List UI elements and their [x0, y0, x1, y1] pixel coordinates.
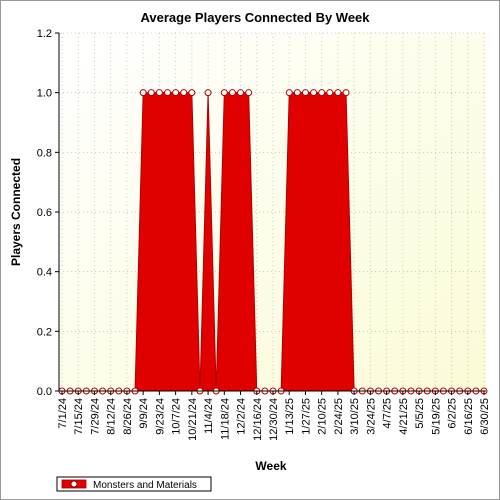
y-tick-label: 0.8 [37, 147, 52, 159]
x-tick-label: 6/2/25 [447, 398, 459, 429]
x-tick-label: 2/10/25 [317, 398, 329, 435]
legend-box [56, 476, 212, 492]
x-tick-label: 12/2/24 [236, 398, 248, 435]
y-axis-ticks: 0.0 0.2 0.4 0.6 0.8 1.0 1.2 [37, 28, 59, 398]
x-axis-title: Week [255, 459, 286, 473]
x-tick-label: 8/12/24 [106, 398, 118, 435]
x-tick-label: 4/7/25 [382, 398, 394, 429]
data-point [334, 89, 342, 97]
legend-marker [70, 480, 78, 488]
data-point [172, 89, 180, 97]
y-tick-label: 0.0 [37, 386, 52, 398]
data-point [180, 89, 188, 97]
data-point [139, 89, 147, 97]
data-point [228, 89, 236, 97]
data-point [164, 89, 171, 97]
x-tick-label: 1/27/25 [300, 398, 312, 435]
data-point [188, 89, 196, 97]
data-point [285, 89, 293, 97]
data-point [301, 89, 309, 97]
x-tick-label: 2/24/25 [333, 398, 345, 435]
x-tick-label: 7/15/24 [73, 398, 85, 435]
x-tick-label: 11/18/24 [219, 398, 231, 440]
x-tick-label: 9/9/24 [138, 398, 150, 429]
data-point [147, 89, 155, 97]
legend-label: Monsters and Materials [93, 480, 197, 491]
data-point [245, 89, 253, 97]
data-point [220, 89, 228, 97]
x-tick-label: 3/10/25 [349, 398, 361, 435]
data-point [204, 89, 212, 97]
x-tick-label: 7/29/24 [89, 398, 101, 435]
x-tick-label: 6/16/25 [463, 398, 475, 435]
data-point [237, 89, 245, 97]
y-tick-label: 0.6 [37, 207, 52, 219]
data-point [318, 89, 326, 97]
x-tick-label: 1/13/25 [284, 398, 296, 435]
x-axis-ticks: 7/1/24 7/15/24 7/29/24 8/12/24 8/26/24 9/9/24… [57, 391, 491, 441]
x-tick-label: 8/26/24 [122, 398, 134, 435]
x-tick-label: 4/21/25 [398, 398, 410, 435]
y-axis-title: Players Connected [9, 158, 23, 266]
x-tick-label: 9/23/24 [154, 398, 166, 435]
x-tick-label: 7/1/24 [57, 398, 69, 429]
plot-area [59, 33, 486, 391]
x-tick-label: 12/30/24 [268, 398, 280, 441]
y-tick-label: 0.2 [37, 326, 52, 338]
x-tick-label: 12/16/24 [252, 398, 264, 441]
data-point [293, 89, 301, 97]
data-point [342, 89, 350, 97]
x-tick-label: 10/21/24 [187, 398, 199, 441]
x-tick-label: 10/7/24 [171, 398, 183, 435]
x-tick-label: 6/30/25 [479, 398, 491, 435]
x-tick-label: 5/19/25 [430, 398, 442, 435]
series-area [62, 92, 484, 392]
data-point [326, 89, 334, 97]
y-tick-label: 1.2 [37, 28, 52, 40]
data-point [155, 89, 163, 97]
x-tick-label: 11/4/24 [203, 398, 215, 434]
y-tick-label: 0.4 [37, 267, 52, 279]
data-point [310, 89, 318, 97]
x-tick-label: 5/5/25 [414, 398, 426, 429]
x-tick-label: 3/24/25 [365, 398, 377, 435]
legend: Monsters and Materials [56, 476, 212, 492]
chart-title: Average Players Connected By Week [140, 10, 370, 25]
y-tick-label: 1.0 [37, 88, 52, 100]
